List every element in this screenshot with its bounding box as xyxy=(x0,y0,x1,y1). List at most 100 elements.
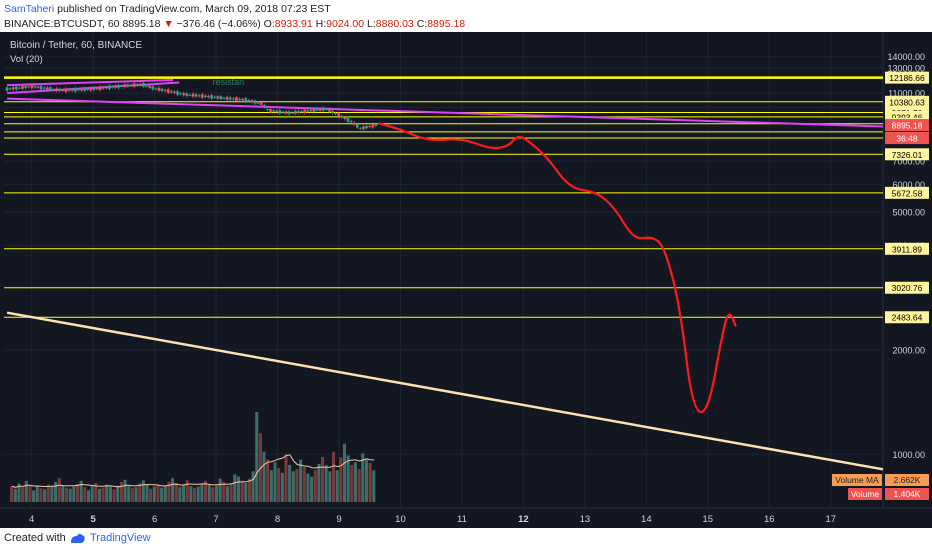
volume-bar xyxy=(65,487,69,502)
candle-body xyxy=(284,111,288,114)
volume-bar xyxy=(277,468,281,502)
volume-bar xyxy=(101,487,105,502)
volume-bar xyxy=(17,483,21,502)
candle-body xyxy=(228,97,232,100)
volume-bar xyxy=(207,484,211,502)
candle-body xyxy=(86,89,89,91)
candle-body xyxy=(148,85,151,88)
volume-bar xyxy=(123,479,127,502)
volume-bar xyxy=(134,487,138,502)
y-tick-label: 6000.00 xyxy=(892,180,925,190)
tradingview-logo-icon xyxy=(71,533,85,543)
volume-bar xyxy=(130,488,134,502)
candle-body xyxy=(362,126,365,130)
volume-bar xyxy=(97,488,101,502)
level-price-tag xyxy=(885,148,929,161)
volume-bar xyxy=(247,478,251,502)
volume-bar xyxy=(61,485,65,502)
change-text: −376.46 (−4.06%) xyxy=(176,18,261,30)
volume-bar xyxy=(72,486,76,502)
volume-bar xyxy=(108,486,112,502)
volume-ma-value-tag xyxy=(885,474,929,486)
volume-bar xyxy=(310,476,314,502)
volume-bar xyxy=(236,476,240,502)
volume-bar xyxy=(295,469,299,502)
candle-body xyxy=(312,108,316,113)
candle-body xyxy=(297,110,300,113)
volume-bar xyxy=(94,482,98,502)
volume-bar xyxy=(178,487,182,502)
level-price-label: 5672.58 xyxy=(892,188,923,198)
volume-value: 1.404K xyxy=(894,489,921,499)
volume-bar xyxy=(331,451,336,502)
candle-body xyxy=(92,87,96,91)
candle-body xyxy=(120,85,124,87)
x-tick-label: 11 xyxy=(457,514,467,525)
candle-body xyxy=(67,89,71,91)
level-price-label: 9393.46 xyxy=(892,112,923,122)
countdown-label: 36:48 xyxy=(896,134,918,144)
volume-bar xyxy=(299,459,303,502)
trendline-descending-resistance xyxy=(7,97,884,128)
volume-bar xyxy=(372,470,376,502)
candle-body xyxy=(73,88,77,92)
close-value: 8895.18 xyxy=(427,18,466,30)
trendline-long-term-support xyxy=(6,311,884,471)
level-price-tag xyxy=(885,281,929,294)
candle-body xyxy=(222,97,226,99)
level-price-label: 2483.64 xyxy=(892,313,923,323)
candle-body xyxy=(179,93,182,95)
candle-body xyxy=(250,100,254,103)
y-tick-label: 7000.00 xyxy=(892,157,925,167)
x-tick-label: 10 xyxy=(395,514,406,525)
volume-bar xyxy=(46,484,50,502)
volume-bar xyxy=(10,486,14,502)
candle-body xyxy=(244,98,248,102)
high-label: H: xyxy=(315,18,327,30)
x-tick-label: 4 xyxy=(29,514,34,525)
level-price-tag xyxy=(885,242,929,255)
candle-body xyxy=(176,91,179,95)
volume-bar xyxy=(152,486,156,502)
volume-bar xyxy=(364,459,368,502)
candle-body xyxy=(70,89,74,91)
candle-body xyxy=(139,83,142,86)
publish-line: SamTaheri published on TradingView.com, … xyxy=(4,3,331,15)
x-tick-label: 5 xyxy=(90,514,96,525)
candle-body xyxy=(238,98,241,101)
volume-bar xyxy=(189,486,193,502)
high-value: 9024.00 xyxy=(326,18,365,30)
volume-bar xyxy=(75,484,80,502)
candle-body xyxy=(272,110,275,112)
candle-body xyxy=(194,94,198,97)
candle-body xyxy=(64,88,68,93)
level-price-label: 10380.63 xyxy=(889,97,925,107)
chart-area[interactable]: 14000.0013000.0011000.0010000.007000.006… xyxy=(0,32,932,528)
candle-body xyxy=(151,86,155,90)
volume-bar xyxy=(321,457,325,502)
x-tick-label: 8 xyxy=(275,514,280,525)
chart-subtitle: Vol (20) xyxy=(10,54,43,65)
candle-body xyxy=(55,88,58,92)
level-price-label: 3911.89 xyxy=(892,244,922,254)
candle-body xyxy=(263,104,266,108)
candle-body xyxy=(126,84,130,87)
candle-body xyxy=(269,108,272,113)
author-link[interactable]: SamTaheri xyxy=(4,3,55,15)
x-tick-label: 14 xyxy=(641,514,652,525)
price-chart[interactable]: 14000.0013000.0011000.0010000.007000.006… xyxy=(0,32,932,528)
tradingview-brand[interactable]: TradingView xyxy=(90,532,151,544)
candle-body xyxy=(83,87,86,91)
candle-body xyxy=(197,95,201,97)
candle-body xyxy=(266,109,269,111)
volume-bar xyxy=(119,481,123,502)
candle-body xyxy=(46,87,49,90)
volume-bar xyxy=(21,487,25,502)
volume-bar xyxy=(266,459,270,502)
candle-body xyxy=(290,112,294,114)
symbol-label: BINANCE:BTCUSDT, 60 xyxy=(4,18,120,30)
chart-title: Bitcoin / Tether, 60, BINANCE xyxy=(10,40,142,51)
candle-body xyxy=(294,110,297,114)
volume-bar xyxy=(79,480,83,502)
level-price-tag xyxy=(885,71,929,84)
